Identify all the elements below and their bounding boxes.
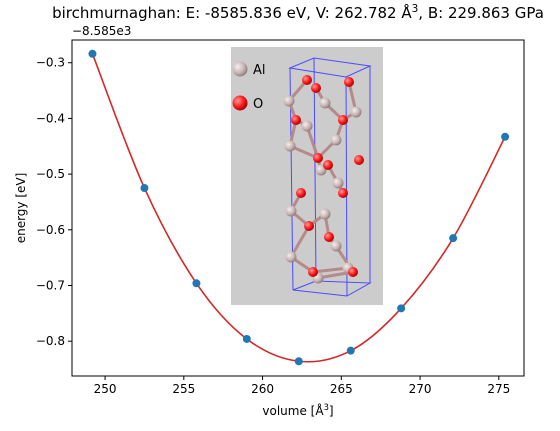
o-atom — [311, 83, 321, 93]
plot-frame — [71, 39, 525, 377]
inset-background — [231, 47, 383, 305]
o-atom — [302, 75, 312, 85]
al-atom — [330, 134, 342, 146]
y-tick-label: −0.7 — [36, 278, 65, 292]
al-atom — [330, 240, 342, 252]
al-atom — [284, 140, 296, 152]
data-point — [242, 334, 251, 343]
x-tick-label: 250 — [94, 382, 117, 396]
al-atom — [283, 95, 295, 107]
al-atom — [332, 177, 344, 189]
atom-bond — [305, 124, 320, 160]
x-tick-label: 255 — [172, 382, 195, 396]
o-atom — [304, 221, 314, 231]
o-atom — [354, 155, 364, 165]
y-tick-label: −0.6 — [36, 223, 65, 237]
x-tick-label: 260 — [251, 382, 274, 396]
o-atom — [323, 160, 333, 170]
data-point — [397, 304, 406, 313]
inset-legend: Al O — [232, 61, 266, 112]
al-atom — [350, 106, 362, 118]
o-atom — [313, 153, 323, 163]
o-atom — [296, 188, 306, 198]
al-atom — [319, 97, 331, 109]
o-legend-label: O — [253, 97, 263, 112]
x-tick-label: 270 — [409, 382, 432, 396]
x-axis-label: volume [Å3] — [262, 402, 333, 418]
al-legend-label: Al — [253, 63, 266, 78]
x-axis-ticks: 250 255 260 265 270 275 — [94, 376, 510, 396]
al-atom — [301, 120, 313, 132]
atoms — [283, 75, 364, 284]
o-legend-icon — [232, 95, 248, 111]
x-tick-label: 265 — [330, 382, 353, 396]
data-point — [449, 234, 458, 243]
o-atom — [344, 77, 354, 87]
al-atom — [319, 208, 331, 220]
o-atom — [324, 232, 334, 242]
atom-bond — [311, 266, 350, 274]
y-tick-label: −0.8 — [36, 334, 65, 348]
x-tick-label: 275 — [487, 382, 510, 396]
chart-title: birchmurnaghan: E: -8585.836 eV, V: 262.… — [52, 3, 544, 22]
data-points-group — [88, 49, 510, 366]
atom-bond — [289, 224, 311, 259]
y-tick-label: −0.5 — [36, 167, 65, 181]
y-axis-label: energy [eV] — [14, 173, 28, 244]
y-tick-label: −0.4 — [36, 111, 65, 125]
al-atom — [285, 205, 297, 217]
o-atom — [348, 267, 358, 277]
y-offset-label: −8.585e3 — [72, 24, 131, 38]
al-legend-icon — [232, 61, 248, 77]
al-atom — [285, 251, 297, 263]
o-atom — [338, 115, 348, 125]
o-atom — [338, 188, 348, 198]
o-atom — [291, 115, 301, 125]
data-point — [346, 346, 355, 355]
data-point — [294, 357, 303, 366]
y-tick-label: −0.3 — [36, 56, 65, 70]
data-point — [88, 49, 97, 58]
crystal-structure-inset: Al O — [231, 47, 383, 305]
data-point — [192, 279, 201, 288]
data-point — [140, 184, 149, 193]
y-axis-ticks: −0.3 −0.4 −0.5 −0.6 −0.7 −0.8 — [36, 56, 72, 348]
data-point — [501, 132, 510, 141]
o-atom — [308, 267, 318, 277]
